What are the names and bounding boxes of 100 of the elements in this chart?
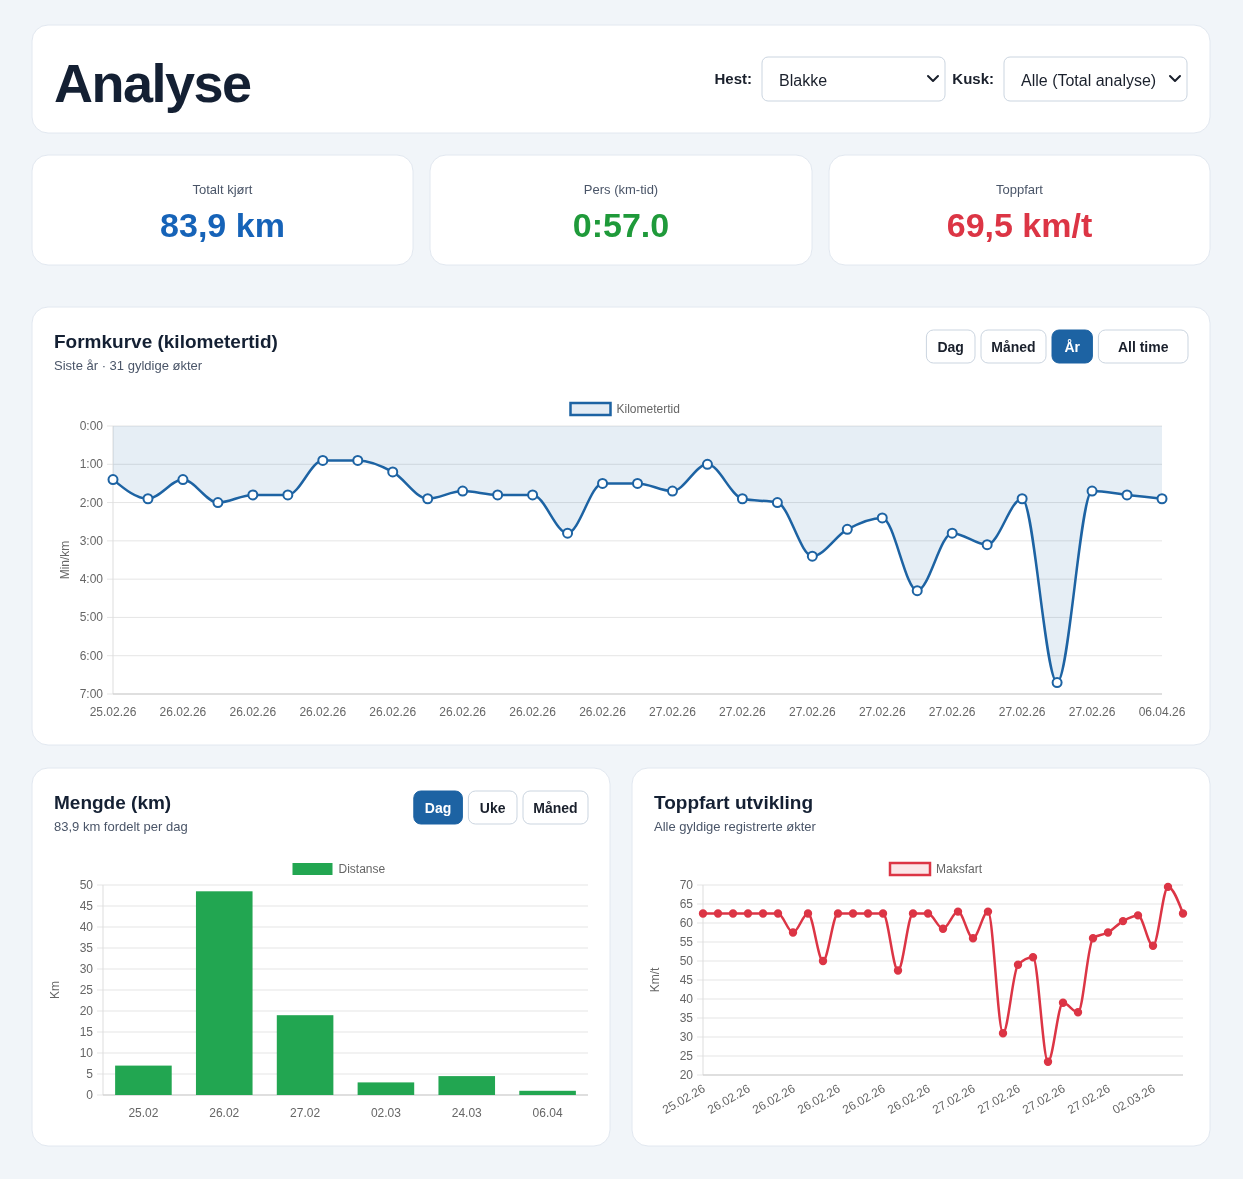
button: Måned [980,329,1047,364]
y-tick-label: 5 [86,1067,94,1081]
point [938,924,948,933]
y-tick-label: 45 [679,973,694,987]
point [698,909,708,918]
x-tick-label: 27.02.26 [649,705,697,719]
y-tick-label: 1:00 [79,457,104,472]
point [666,485,678,497]
point [911,585,923,597]
point [527,489,539,501]
point [492,489,504,501]
y-tick-label: 20 [79,1004,94,1018]
point [771,497,783,509]
x-tick-label: 27.02.26 [719,705,767,719]
button: All time [1097,329,1189,364]
point [1121,489,1133,501]
point [893,966,903,975]
y-tick-label: 35 [79,941,94,955]
point [848,909,858,918]
point [632,477,643,489]
bar [115,1065,172,1095]
point [1043,1057,1053,1066]
point [946,527,958,539]
point [863,909,873,918]
point [968,934,978,943]
y-axis-title: Km/t [648,967,662,993]
point [1088,934,1098,943]
point [562,527,574,539]
point [773,909,783,918]
y-tick-label: 2:00 [79,495,104,510]
x-tick-label: 24.03 [451,1106,483,1120]
text: Kusk: [952,70,994,87]
point [758,909,768,918]
point [1103,928,1113,937]
point [597,477,609,489]
text: 69,5 km/t [946,206,1093,244]
point [422,493,434,505]
y-tick-label: 0:00 [79,419,104,433]
text: 83,9 km [160,206,285,244]
point [806,550,818,562]
y-tick-label: 40 [679,992,694,1006]
y-tick-label: 15 [79,1025,94,1039]
x-tick-label: 27.02.26 [1068,705,1116,719]
point [1086,485,1098,497]
chart-title: Toppfart utvikling [654,792,814,813]
chart-subtitle: Alle gyldige registrerte økter [654,819,817,834]
point [1178,909,1188,918]
x-tick-label: 27.02.26 [788,705,837,719]
x-tick-label: 27.02.26 [998,705,1046,719]
point [1013,960,1023,969]
point [736,493,748,505]
point [1163,882,1173,892]
y-tick-label: 5:00 [79,610,104,625]
point [878,909,888,918]
x-tick-label: 26.02.26 [579,705,627,719]
text: Toppfart [996,182,1044,197]
x-tick-label: 26.02.26 [509,705,557,719]
point [743,909,753,918]
y-tick-label: 25 [79,983,94,997]
point [841,523,853,535]
x-tick-label: 26.02 [209,1106,240,1120]
text: Hest: [714,70,752,87]
bar [357,1082,415,1095]
point [701,458,713,470]
x-tick-label: 26.02.26 [299,705,347,719]
chart-title: Formkurve (kilometertid) [54,331,278,352]
point [833,909,843,918]
point [282,489,294,501]
x-tick-label: 27.02.26 [858,705,906,719]
button: År [1051,329,1093,364]
point [728,909,738,918]
button: Dag [413,790,463,825]
legend-label: Distanse [338,862,386,876]
text: 0:57.0 [572,206,670,244]
point [142,493,154,505]
legend-label: Kilometertid [616,402,680,416]
point [1016,493,1028,505]
y-tick-label: 0 [86,1088,94,1102]
y-tick-label: 45 [79,899,94,913]
y-tick-label: 25 [679,1049,694,1063]
chart-title: Mengde (km) [54,792,172,813]
y-tick-label: 40 [79,920,94,934]
point [953,907,963,916]
point [1058,998,1068,1007]
y-tick-label: 70 [679,878,694,892]
button: Måned [522,790,589,825]
point [713,909,723,918]
x-tick-label: 25.02 [128,1106,159,1120]
x-tick-label: 26.02.26 [159,705,207,719]
bar [438,1076,496,1095]
point [788,928,798,937]
button: Dag [925,329,976,364]
point [387,466,399,478]
text: Pers (km-tid) [583,182,659,197]
x-tick-label: 27.02.26 [928,705,976,719]
y-axis-title: Min/km [58,540,72,580]
bar [519,1090,576,1095]
point [1028,953,1038,962]
chart-subtitle: Siste år · 31 gyldige økter [54,358,203,373]
y-tick-label: 10 [79,1046,94,1060]
